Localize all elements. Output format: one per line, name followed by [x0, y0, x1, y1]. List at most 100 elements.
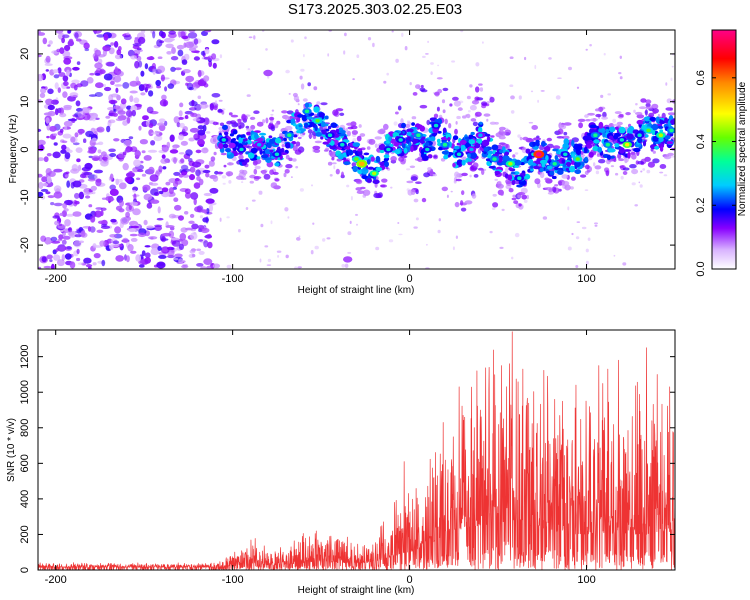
trace-halo	[454, 201, 460, 208]
noise-speckle	[110, 198, 115, 201]
noise-speckle	[287, 216, 290, 219]
noise-speckle	[576, 221, 581, 224]
noise-speckle	[177, 49, 184, 57]
trace-core	[291, 141, 296, 145]
trace-halo	[448, 123, 452, 129]
trace-halo	[341, 171, 344, 178]
noise-speckle	[575, 236, 580, 240]
signal-blob-peak	[469, 147, 474, 152]
noise-speckle	[190, 112, 198, 118]
noise-speckle	[333, 165, 336, 170]
trace-core	[584, 156, 588, 162]
trace-halo	[219, 122, 225, 127]
signal-blob-peak	[265, 71, 271, 75]
trace-core	[298, 124, 303, 128]
trace-halo	[250, 124, 256, 130]
noise-speckle	[117, 70, 124, 77]
trace-halo	[442, 87, 449, 92]
noise-speckle	[593, 162, 596, 167]
noise-speckle	[133, 97, 140, 104]
noise-speckle	[491, 207, 496, 211]
noise-speckle	[115, 87, 119, 94]
noise-speckle	[180, 158, 185, 164]
noise-speckle	[101, 197, 107, 200]
noise-speckle	[213, 151, 217, 156]
trace-halo	[629, 164, 637, 169]
trace-core	[499, 149, 504, 154]
trace-halo	[546, 137, 552, 142]
trace-halo	[359, 133, 366, 137]
trace-core	[247, 152, 255, 159]
noise-speckle	[180, 227, 188, 233]
noise-speckle	[195, 149, 202, 154]
trace-core	[574, 161, 581, 168]
y-tick-label: 600	[19, 454, 31, 472]
noise-speckle	[185, 82, 189, 86]
trace-halo	[601, 116, 608, 120]
noise-speckle	[94, 210, 103, 218]
noise-speckle	[200, 209, 208, 213]
noise-speckle	[142, 115, 149, 121]
noise-speckle	[222, 182, 226, 185]
trace-halo	[563, 122, 572, 126]
trace-halo	[466, 113, 471, 119]
trace-core	[410, 145, 414, 153]
noise-speckle	[133, 159, 141, 167]
noise-speckle	[212, 175, 219, 182]
trace-halo	[432, 173, 437, 177]
noise-speckle	[50, 236, 58, 242]
noise-speckle	[91, 137, 97, 142]
noise-speckle	[150, 237, 154, 240]
noise-speckle	[425, 53, 429, 55]
trace-halo	[238, 154, 244, 160]
noise-speckle	[110, 218, 117, 223]
trace-core	[483, 151, 487, 155]
noise-speckle	[501, 208, 505, 212]
noise-speckle	[136, 177, 141, 181]
trace-core	[456, 160, 462, 166]
trace-core	[627, 151, 631, 159]
noise-speckle	[427, 40, 429, 44]
noise-speckle	[171, 240, 181, 247]
noise-speckle	[197, 129, 206, 136]
trace-halo	[410, 176, 418, 182]
noise-speckle	[594, 224, 598, 227]
noise-speckle	[262, 119, 266, 124]
trace-core	[483, 147, 489, 153]
noise-speckle	[193, 56, 200, 61]
trace-core	[379, 149, 385, 154]
trace-core	[246, 131, 251, 136]
trace-halo	[640, 98, 647, 103]
noise-speckle	[170, 56, 179, 61]
trace-core	[425, 142, 430, 147]
y-tick-label: 1000	[19, 380, 31, 404]
noise-speckle	[245, 207, 249, 210]
trace-core	[250, 147, 258, 154]
noise-speckle	[635, 103, 638, 106]
noise-speckle	[67, 30, 71, 34]
trace-halo	[651, 103, 659, 110]
trace-core	[436, 138, 441, 144]
noise-speckle	[413, 198, 419, 203]
noise-speckle	[173, 157, 177, 164]
trace-core	[467, 153, 471, 158]
noise-speckle	[184, 192, 192, 199]
noise-speckle	[612, 118, 617, 123]
y-tick-label: 200	[19, 525, 31, 543]
trace-core	[477, 138, 483, 144]
noise-speckle	[518, 95, 522, 100]
noise-speckle	[58, 223, 63, 226]
trace-halo	[423, 172, 430, 178]
signal-blob-peak	[274, 152, 280, 157]
noise-speckle	[297, 103, 300, 106]
trace-halo	[261, 170, 267, 175]
noise-speckle	[468, 110, 471, 113]
trace-core	[633, 147, 641, 153]
noise-speckle	[158, 165, 163, 173]
trace-core	[502, 155, 510, 162]
trace-halo	[380, 184, 387, 188]
noise-speckle	[125, 255, 130, 263]
noise-speckle	[197, 95, 202, 100]
noise-speckle	[39, 92, 46, 98]
